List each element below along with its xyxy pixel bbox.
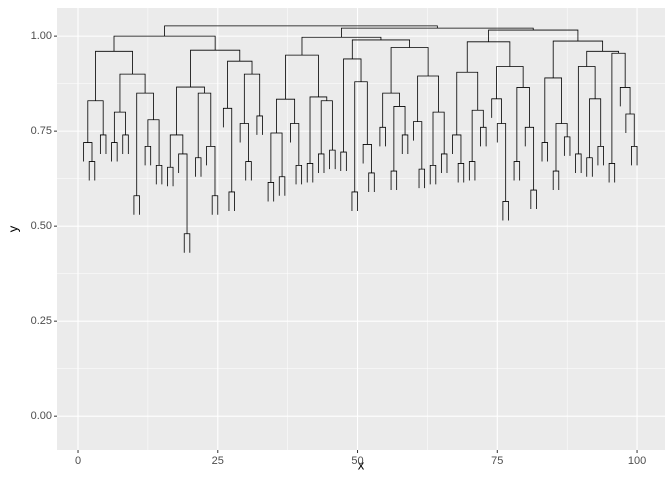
dendrogram-branch bbox=[552, 40, 604, 78]
dendrogram-branch bbox=[597, 145, 604, 166]
dendrogram-branch bbox=[301, 36, 382, 56]
dendrogram-branch bbox=[167, 166, 174, 187]
dendrogram-branch bbox=[144, 145, 152, 166]
dendrogram-branch bbox=[516, 87, 530, 162]
x-tick-label: 25 bbox=[212, 455, 224, 467]
dendrogram-branch bbox=[496, 123, 507, 202]
dendrogram-branch bbox=[197, 92, 212, 158]
dendrogram-branch bbox=[619, 87, 631, 115]
dendrogram-branch bbox=[183, 233, 191, 253]
dendrogram-branch bbox=[119, 73, 146, 113]
dendrogram-branch bbox=[164, 25, 438, 37]
dendrogram-branch bbox=[418, 168, 426, 189]
dendrogram-branch bbox=[267, 182, 275, 202]
dendrogram-branch bbox=[390, 47, 429, 94]
dendrogram-branch bbox=[340, 151, 347, 172]
y-tick-label: 0.00 bbox=[31, 410, 52, 422]
dendrogram-branch bbox=[575, 153, 582, 173]
dendrogram-branch bbox=[309, 96, 328, 164]
x-tick-label: 100 bbox=[628, 455, 646, 467]
dendrogram-branch bbox=[87, 100, 104, 143]
dendrogram-branch bbox=[513, 161, 521, 181]
y-tick-label: 0.50 bbox=[31, 220, 52, 232]
dendrogram-branch bbox=[256, 115, 263, 135]
dendrogram-branch bbox=[239, 123, 249, 162]
dendrogram-branch bbox=[318, 153, 325, 173]
dendrogram-branch bbox=[351, 191, 358, 211]
dendrogram-branch bbox=[228, 191, 235, 211]
dendrogram-branch bbox=[382, 92, 400, 128]
dendrogram-branch bbox=[530, 189, 537, 210]
y-tick-label: 0.25 bbox=[31, 315, 52, 327]
dendrogram-branch bbox=[631, 145, 638, 166]
dendrogram-branch bbox=[468, 161, 476, 181]
dendrogram-branch bbox=[178, 153, 188, 234]
dendrogram-branch bbox=[488, 29, 579, 42]
dendrogram-branch bbox=[243, 73, 261, 124]
x-tick-label: 50 bbox=[351, 455, 363, 467]
y-tick-label: 1.00 bbox=[31, 30, 52, 42]
x-axis-title: x bbox=[358, 457, 365, 472]
dendrogram-branch bbox=[88, 161, 96, 181]
dendrogram-branch bbox=[136, 92, 154, 196]
y-tick-label: 0.75 bbox=[31, 125, 52, 137]
dendrogram-branch bbox=[466, 41, 511, 73]
dendrogram-branch bbox=[285, 54, 319, 100]
dendrogram-branch bbox=[276, 98, 296, 134]
x-tick-label: 0 bbox=[75, 455, 81, 467]
dendrogram-branch bbox=[206, 145, 216, 196]
dendrogram-branch bbox=[586, 50, 619, 67]
dendrogram-branch bbox=[320, 100, 333, 154]
dendrogram-branch bbox=[278, 176, 286, 196]
dendrogram-branch bbox=[222, 107, 233, 192]
dendrogram-branch bbox=[544, 77, 562, 143]
dendrogram-branch bbox=[362, 144, 372, 173]
dendrogram-branch bbox=[245, 161, 252, 181]
dendrogram-branch bbox=[555, 123, 568, 172]
dendrogram-branch bbox=[471, 109, 484, 162]
dendrogram-branch bbox=[95, 50, 133, 101]
y-axis-title: y bbox=[5, 225, 20, 232]
dendrogram-branch bbox=[440, 153, 448, 173]
dendrogram-branch bbox=[270, 132, 283, 183]
dendrogram-branch bbox=[290, 123, 300, 166]
x-tick-label: 75 bbox=[491, 455, 503, 467]
